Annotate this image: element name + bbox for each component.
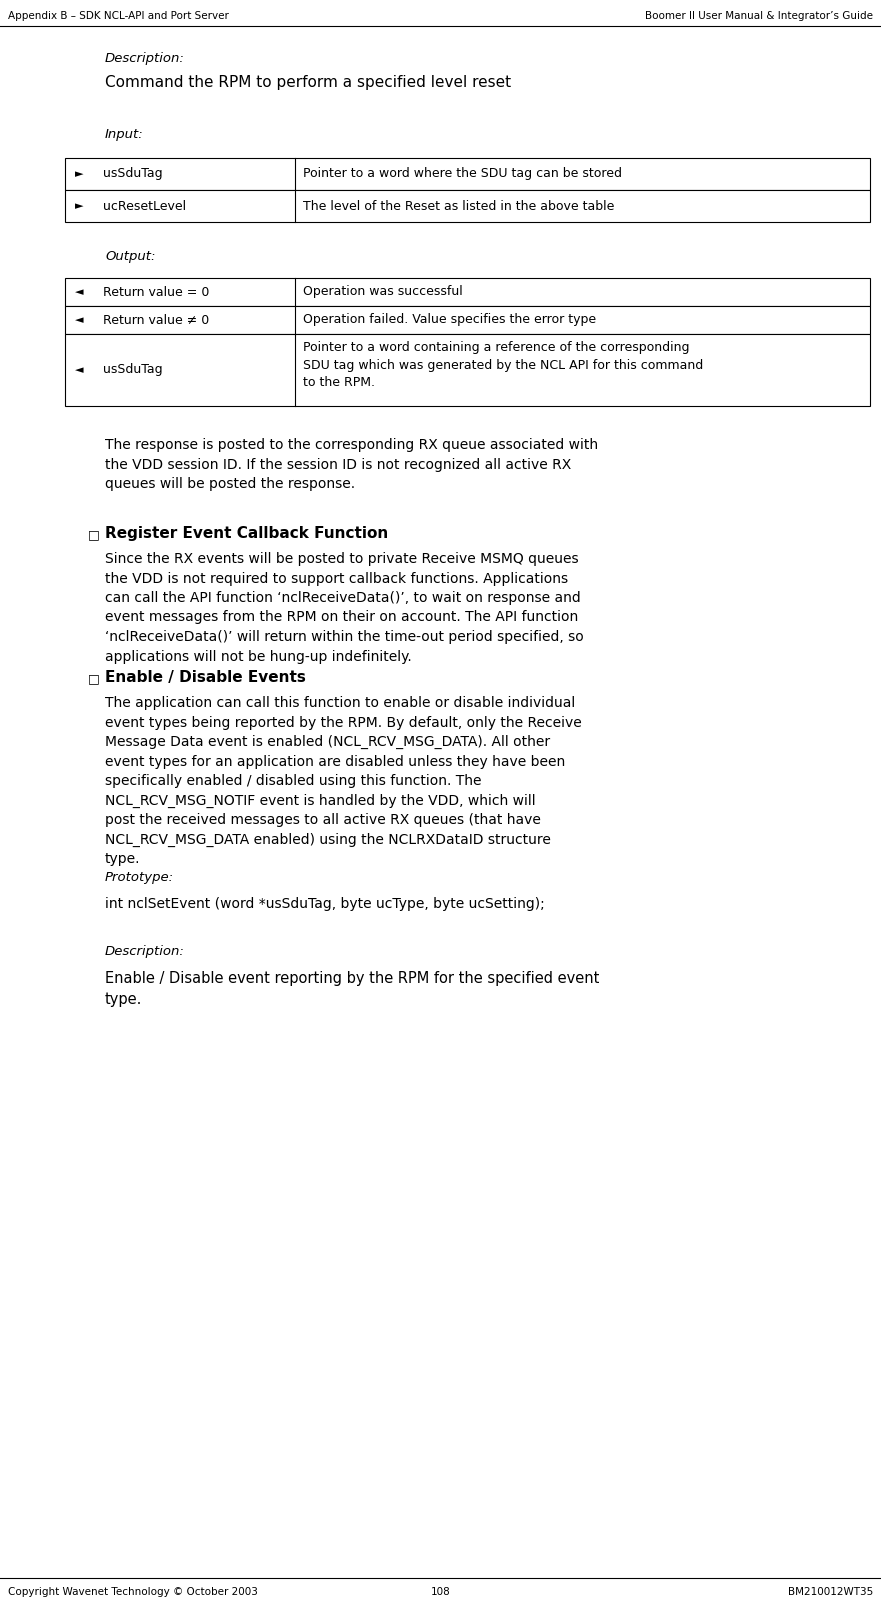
Text: usSduTag: usSduTag xyxy=(103,364,163,377)
Text: Register Event Callback Function: Register Event Callback Function xyxy=(105,526,389,541)
Text: ►: ► xyxy=(75,200,83,212)
Text: Prototype:: Prototype: xyxy=(105,871,174,884)
Text: Return value ≠ 0: Return value ≠ 0 xyxy=(103,313,210,327)
Text: Enable / Disable Events: Enable / Disable Events xyxy=(105,670,306,685)
Text: int nclSetEvent (word *usSduTag, byte ucType, byte ucSetting);: int nclSetEvent (word *usSduTag, byte uc… xyxy=(105,897,544,911)
Bar xyxy=(65,334,870,406)
Text: ◄: ◄ xyxy=(75,314,83,326)
Text: Pointer to a word containing a reference of the corresponding
SDU tag which was : Pointer to a word containing a reference… xyxy=(303,342,703,390)
Text: ►: ► xyxy=(75,168,83,180)
Text: Appendix B – SDK NCL-API and Port Server: Appendix B – SDK NCL-API and Port Server xyxy=(8,11,229,21)
Text: The response is posted to the corresponding RX queue associated with
the VDD ses: The response is posted to the correspond… xyxy=(105,438,598,491)
Text: □: □ xyxy=(88,672,100,685)
Text: The application can call this function to enable or disable individual
event typ: The application can call this function t… xyxy=(105,696,581,866)
Text: Command the RPM to perform a specified level reset: Command the RPM to perform a specified l… xyxy=(105,75,511,90)
Text: Output:: Output: xyxy=(105,250,156,263)
Text: ucResetLevel: ucResetLevel xyxy=(103,199,186,212)
Text: Boomer II User Manual & Integrator’s Guide: Boomer II User Manual & Integrator’s Gui… xyxy=(645,11,873,21)
Text: Input:: Input: xyxy=(105,128,144,141)
Text: Return value = 0: Return value = 0 xyxy=(103,286,210,298)
Text: BM210012WT35: BM210012WT35 xyxy=(788,1586,873,1598)
Text: Enable / Disable event reporting by the RPM for the specified event
type.: Enable / Disable event reporting by the … xyxy=(105,970,599,1007)
Text: □: □ xyxy=(88,528,100,541)
Text: Description:: Description: xyxy=(105,51,185,66)
Bar xyxy=(65,306,870,334)
Text: Since the RX events will be posted to private Receive MSMQ queues
the VDD is not: Since the RX events will be posted to pr… xyxy=(105,552,584,664)
Bar xyxy=(65,159,870,189)
Bar xyxy=(65,277,870,306)
Text: The level of the Reset as listed in the above table: The level of the Reset as listed in the … xyxy=(303,199,614,212)
Text: Pointer to a word where the SDU tag can be stored: Pointer to a word where the SDU tag can … xyxy=(303,167,622,181)
Text: Operation failed. Value specifies the error type: Operation failed. Value specifies the er… xyxy=(303,313,596,327)
Text: 108: 108 xyxy=(431,1586,450,1598)
Text: ◄: ◄ xyxy=(75,366,83,375)
Text: Copyright Wavenet Technology © October 2003: Copyright Wavenet Technology © October 2… xyxy=(8,1586,258,1598)
Text: usSduTag: usSduTag xyxy=(103,167,163,181)
Text: ◄: ◄ xyxy=(75,287,83,297)
Bar xyxy=(65,189,870,221)
Text: Description:: Description: xyxy=(105,945,185,958)
Text: Operation was successful: Operation was successful xyxy=(303,286,463,298)
